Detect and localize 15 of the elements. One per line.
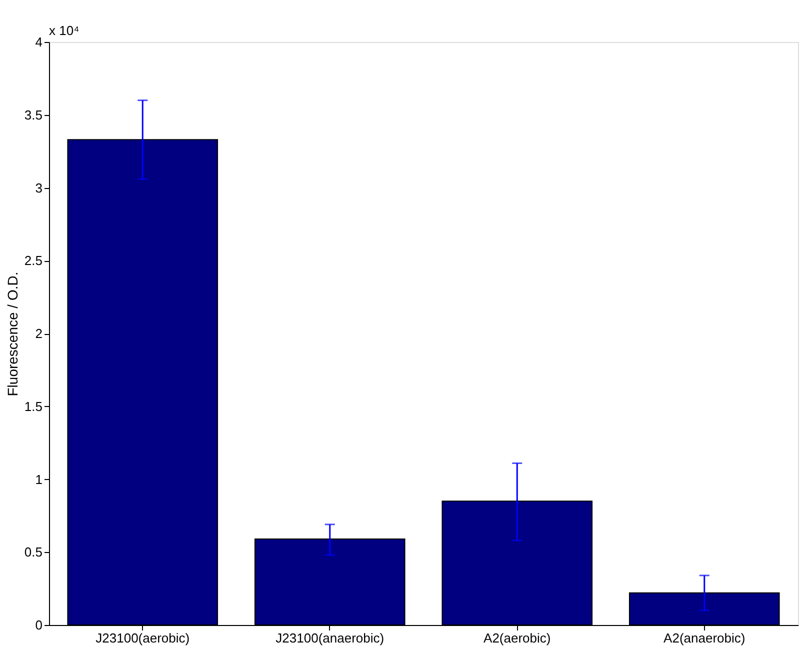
x-tick-label: A2(aerobic) bbox=[484, 630, 551, 646]
x-tick-label: A2(anaerobic) bbox=[664, 630, 746, 646]
y-tick-label: 2 bbox=[35, 326, 42, 341]
y-tick-label: 4 bbox=[35, 34, 42, 50]
x-tick-label: J23100(anaerobic) bbox=[276, 630, 384, 646]
y-tick-label: 2.5 bbox=[24, 253, 42, 268]
y-tick-label: 3 bbox=[35, 180, 42, 196]
y-tick-label: 1 bbox=[35, 472, 42, 487]
y-tick-label: 0.5 bbox=[24, 544, 42, 560]
y-tick-label: 3.5 bbox=[24, 107, 42, 122]
x-tick-label: J23100(aerobic) bbox=[96, 630, 190, 646]
y-tick-label: 1.5 bbox=[24, 398, 42, 414]
y-tick-label: 0 bbox=[35, 618, 42, 632]
text: x 10⁴ bbox=[49, 23, 80, 38]
y-axis-title: Fluorescence / O.D. bbox=[4, 272, 20, 396]
